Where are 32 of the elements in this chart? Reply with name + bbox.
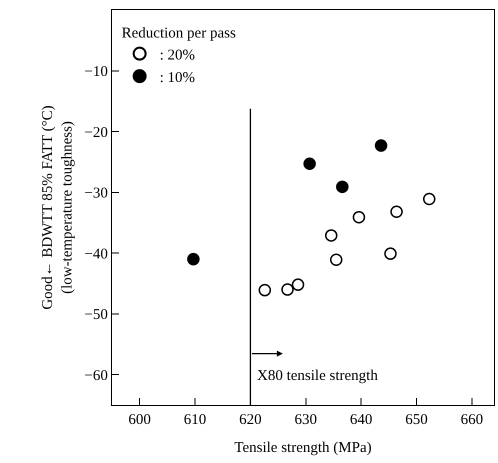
ref-line-label: X80 tensile strength <box>257 368 378 384</box>
x-tick-label: 660 <box>460 412 484 428</box>
x-tick-label: 630 <box>294 412 318 428</box>
point <box>303 158 316 170</box>
y-tick-label: −40 <box>84 246 108 262</box>
point <box>390 206 403 218</box>
y-tick-label: −60 <box>84 368 108 384</box>
y-tick-label: −50 <box>84 307 108 324</box>
legend-label: : 20% <box>160 48 196 64</box>
point <box>374 139 388 152</box>
point <box>187 252 200 266</box>
y-tick-label: −30 <box>84 186 108 202</box>
x-tick-label: 640 <box>350 412 372 428</box>
y-axis-title: Good← BDWTT 85% FATT (°C) (low-temperature toughness) <box>40 105 76 310</box>
point <box>324 229 338 242</box>
x-tick-label: 610 <box>184 412 206 428</box>
legend-label: : 10% <box>160 70 196 86</box>
x-tick-label: 600 <box>128 412 151 428</box>
point <box>281 283 294 296</box>
point <box>330 254 342 266</box>
y-tick-label: −20 <box>84 124 108 141</box>
point <box>384 247 397 260</box>
x-axis-title: Tensile strength (MPa) <box>234 440 372 456</box>
point <box>292 278 304 291</box>
point <box>336 180 349 194</box>
point <box>422 192 436 206</box>
x-tick-label: 620 <box>239 412 262 428</box>
point <box>258 284 272 296</box>
y-tick-label: −10 <box>84 64 108 80</box>
x-tick-label: 650 <box>405 412 428 428</box>
point <box>352 210 366 224</box>
legend-title: Reduction per pass <box>122 25 236 42</box>
